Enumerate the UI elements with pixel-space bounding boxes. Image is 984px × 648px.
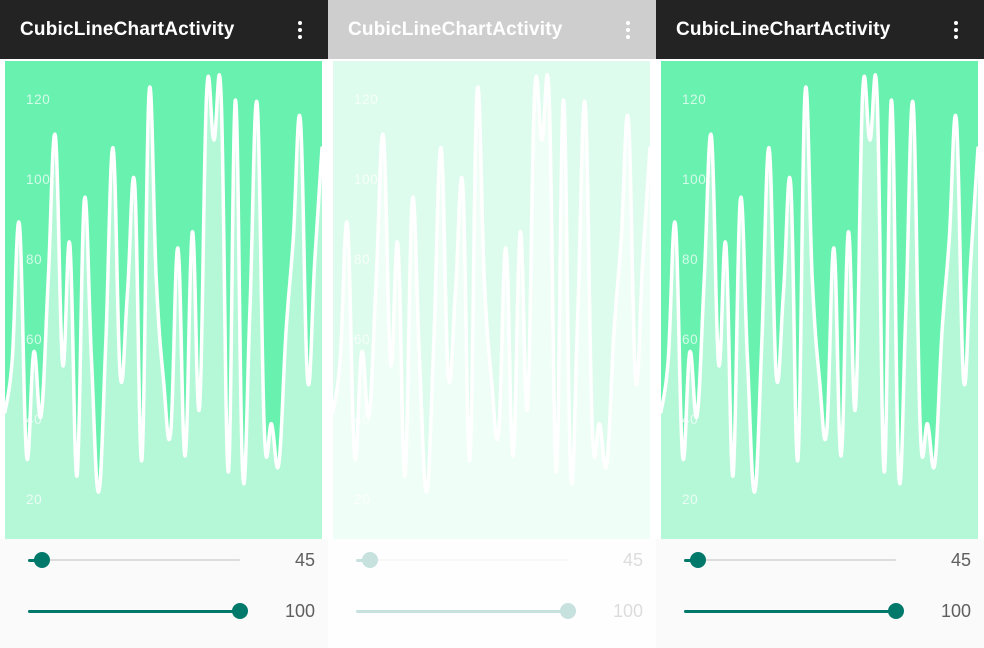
slider-thumb[interactable] xyxy=(888,603,904,619)
slider-track-active xyxy=(684,609,896,613)
y-axis-tick-label: 40 xyxy=(354,412,371,427)
slider-thumb[interactable] xyxy=(361,552,378,568)
slider-thumb[interactable] xyxy=(689,552,706,568)
point-count-value: 45 xyxy=(622,550,643,570)
y-axis-tick-label: 20 xyxy=(354,492,371,507)
value-range-value: 100 xyxy=(940,601,971,621)
app-bar: CubicLineChartActivity xyxy=(328,0,656,59)
slider-row-count: 45 xyxy=(356,551,643,569)
y-axis-tick-label: 120 xyxy=(26,92,51,107)
y-axis-tick-label: 60 xyxy=(26,332,43,347)
slider-thumb[interactable] xyxy=(232,603,248,619)
chart-curve-svg xyxy=(5,73,322,539)
cubic-line-chart[interactable]: 120 100 80 60 40 20 xyxy=(5,61,322,539)
value-range-value: 100 xyxy=(284,601,315,621)
overflow-menu-icon[interactable] xyxy=(622,17,634,43)
y-axis-tick-label: 60 xyxy=(354,332,371,347)
y-axis-tick-label: 80 xyxy=(682,252,699,267)
value-range-slider[interactable] xyxy=(684,602,904,620)
screenshot-middle: CubicLineChartActivity 120 100 80 60 40 20 45 xyxy=(328,0,656,648)
slider-panel: 45 100 xyxy=(328,539,656,648)
y-axis-tick-label: 80 xyxy=(354,252,371,267)
slider-track-inactive xyxy=(684,559,896,561)
screenshot-right: CubicLineChartActivity 120 100 80 60 40 20 45 xyxy=(656,0,984,648)
chart-curve-svg xyxy=(661,73,978,539)
value-range-value: 100 xyxy=(612,601,643,621)
app-bar-title: CubicLineChartActivity xyxy=(676,18,891,40)
cubic-line-chart[interactable]: 120 100 80 60 40 20 xyxy=(661,61,978,539)
y-axis-tick-label: 20 xyxy=(682,492,699,507)
slider-row-range: 100 xyxy=(28,602,315,620)
value-range-slider[interactable] xyxy=(28,602,248,620)
y-axis-tick-label: 100 xyxy=(26,172,51,187)
app-bar: CubicLineChartActivity xyxy=(656,0,984,59)
y-axis-tick-label: 80 xyxy=(26,252,43,267)
screenshot-left: CubicLineChartActivity 120 100 80 60 40 20 45 xyxy=(0,0,328,648)
app-bar-title: CubicLineChartActivity xyxy=(348,18,563,40)
point-count-slider[interactable] xyxy=(28,551,240,569)
cubic-line-chart[interactable]: 120 100 80 60 40 20 xyxy=(333,61,650,539)
chart-curve-svg xyxy=(333,73,650,539)
app-bar: CubicLineChartActivity xyxy=(0,0,328,59)
point-count-slider[interactable] xyxy=(356,551,568,569)
y-axis-tick-label: 100 xyxy=(354,172,379,187)
slider-panel: 45 100 xyxy=(656,539,984,648)
slider-row-count: 45 xyxy=(684,551,971,569)
y-axis-tick-label: 20 xyxy=(26,492,43,507)
y-axis-tick-label: 60 xyxy=(682,332,699,347)
y-axis-tick-label: 40 xyxy=(682,412,699,427)
app-bar-title: CubicLineChartActivity xyxy=(20,18,235,40)
slider-track-inactive xyxy=(356,559,568,561)
point-count-value: 45 xyxy=(294,550,315,570)
point-count-slider[interactable] xyxy=(684,551,896,569)
overflow-menu-icon[interactable] xyxy=(294,17,306,43)
y-axis-tick-label: 120 xyxy=(682,92,707,107)
y-axis-tick-label: 100 xyxy=(682,172,707,187)
slider-track-active xyxy=(356,609,568,613)
slider-thumb[interactable] xyxy=(560,603,576,619)
overflow-menu-icon[interactable] xyxy=(950,17,962,43)
point-count-value: 45 xyxy=(950,550,971,570)
slider-row-count: 45 xyxy=(28,551,315,569)
y-axis-tick-label: 120 xyxy=(354,92,379,107)
slider-row-range: 100 xyxy=(356,602,643,620)
slider-row-range: 100 xyxy=(684,602,971,620)
slider-track-inactive xyxy=(28,559,240,561)
slider-track-active xyxy=(28,609,240,613)
slider-panel: 45 100 xyxy=(0,539,328,648)
slider-thumb[interactable] xyxy=(33,552,50,568)
y-axis-tick-label: 40 xyxy=(26,412,43,427)
value-range-slider[interactable] xyxy=(356,602,576,620)
